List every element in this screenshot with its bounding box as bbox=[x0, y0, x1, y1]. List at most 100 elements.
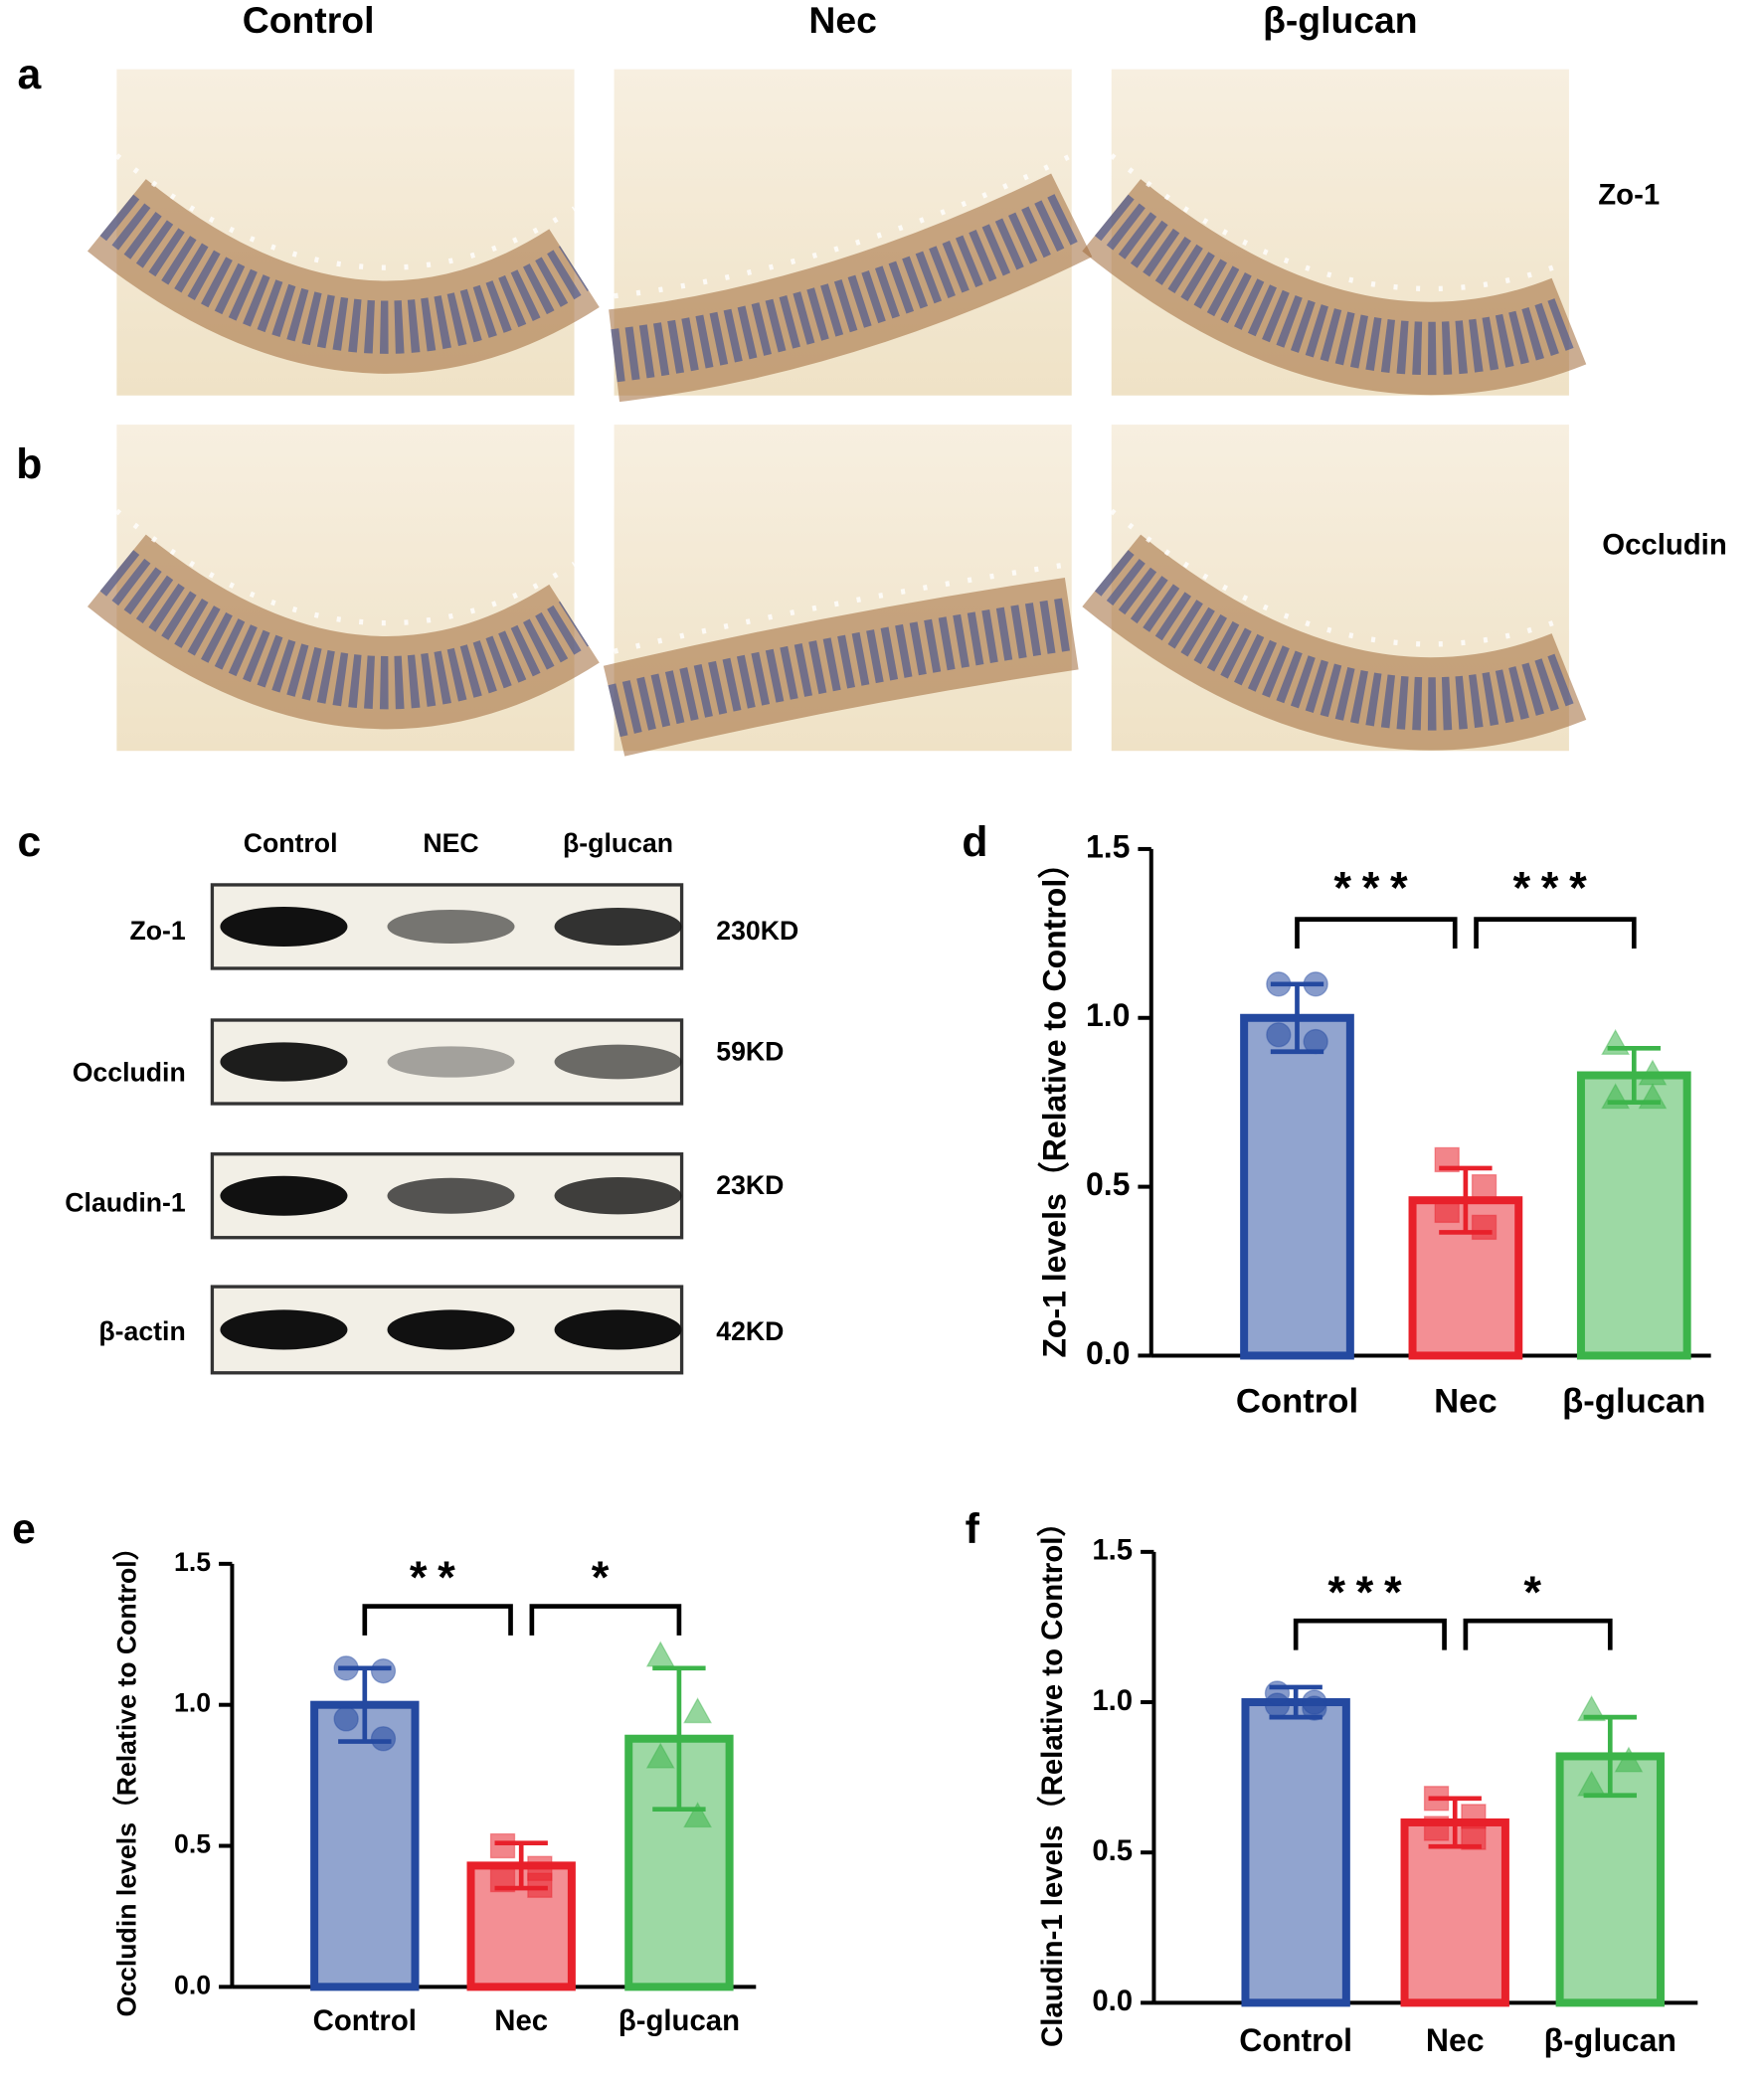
panel-label: b bbox=[16, 440, 42, 488]
significance-bracket bbox=[1293, 1618, 1447, 1650]
data-point bbox=[370, 1726, 397, 1752]
x-tick-label: Nec bbox=[1426, 2022, 1485, 2058]
data-point bbox=[1423, 1786, 1450, 1812]
y-axis-label: Occludin levels（Relative to Control） bbox=[111, 1534, 141, 2017]
bar bbox=[310, 1700, 420, 1991]
data-point bbox=[1601, 1028, 1631, 1055]
data-point bbox=[683, 1802, 713, 1828]
bar bbox=[1241, 1698, 1350, 2007]
row-label: Zo-1 bbox=[1598, 178, 1660, 211]
bar bbox=[1576, 1071, 1691, 1360]
blot-band bbox=[387, 1309, 515, 1350]
significance-bracket bbox=[1474, 917, 1637, 949]
data-point bbox=[1303, 971, 1328, 997]
panel-label: e bbox=[12, 1505, 36, 1553]
data-point bbox=[1461, 1804, 1487, 1829]
data-point bbox=[1471, 1214, 1498, 1241]
y-axis-label: Zo-1 levels（Relative to Control） bbox=[1037, 847, 1073, 1358]
size-label: 42KD bbox=[716, 1316, 784, 1346]
panel-label: a bbox=[17, 51, 41, 98]
data-point bbox=[1264, 1692, 1291, 1718]
data-point bbox=[489, 1866, 516, 1893]
blot-band bbox=[220, 1175, 348, 1216]
data-point bbox=[1461, 1824, 1487, 1850]
blot-band bbox=[220, 1042, 348, 1082]
x-tick-label: β-glucan bbox=[1562, 1383, 1705, 1421]
protein-label: Claudin-1 bbox=[65, 1187, 186, 1217]
data-point bbox=[370, 1657, 397, 1684]
x-tick-label: Nec bbox=[1434, 1383, 1498, 1421]
blot-band bbox=[220, 1309, 348, 1350]
significance-label: *** bbox=[1512, 863, 1597, 914]
blot-band bbox=[220, 906, 348, 947]
column-header: Control bbox=[243, 0, 375, 41]
data-point bbox=[1434, 1197, 1460, 1224]
tissue-nuclei bbox=[1094, 550, 1579, 731]
y-tick-label: 0.5 bbox=[174, 1829, 211, 1859]
y-tick-label: 1.5 bbox=[1092, 1534, 1133, 1567]
significance-label: ** bbox=[410, 1552, 466, 1603]
size-label: 23KD bbox=[716, 1170, 784, 1200]
column-header: Nec bbox=[808, 0, 876, 41]
data-point bbox=[1266, 1022, 1292, 1048]
size-label: 59KD bbox=[716, 1036, 784, 1066]
column-header: β-glucan bbox=[1263, 0, 1418, 41]
y-tick-label: 0.0 bbox=[1086, 1335, 1130, 1371]
data-point bbox=[1302, 1695, 1327, 1721]
tissue-nuclei bbox=[608, 597, 1076, 738]
data-point bbox=[1614, 1746, 1644, 1773]
panel-label: f bbox=[966, 1505, 980, 1553]
significance-bracket bbox=[1463, 1618, 1613, 1650]
lane-label: β-glucan bbox=[563, 828, 673, 858]
data-point bbox=[1423, 1816, 1450, 1841]
x-tick-label: Control bbox=[1239, 2022, 1352, 2058]
blot-band bbox=[387, 909, 515, 944]
significance-label: * bbox=[1523, 1567, 1551, 1618]
blot-band bbox=[554, 1177, 682, 1215]
y-axis-label: Claudin-1 levels（Relative to Control） bbox=[1036, 1507, 1069, 2047]
significance-bracket bbox=[1295, 917, 1458, 949]
blot-band bbox=[554, 1309, 682, 1350]
data-point bbox=[333, 1706, 359, 1732]
lane-label: Control bbox=[244, 828, 338, 858]
data-point bbox=[683, 1697, 713, 1724]
y-tick-label: 0.5 bbox=[1086, 1166, 1130, 1202]
data-point bbox=[527, 1872, 553, 1898]
bar bbox=[1400, 1817, 1509, 2007]
blot-band bbox=[387, 1046, 515, 1078]
y-tick-label: 0.0 bbox=[1092, 1985, 1133, 2017]
lane-label: NEC bbox=[423, 828, 478, 858]
data-point bbox=[489, 1832, 516, 1859]
data-point bbox=[1601, 1083, 1631, 1110]
x-tick-label: Control bbox=[313, 2004, 417, 2037]
tissue-nuclei bbox=[611, 191, 1084, 383]
data-point bbox=[1471, 1173, 1498, 1200]
y-tick-label: 1.0 bbox=[174, 1688, 211, 1718]
data-point bbox=[645, 1742, 675, 1769]
protein-label: Occludin bbox=[73, 1058, 186, 1088]
y-tick-label: 1.5 bbox=[1086, 828, 1130, 864]
y-tick-label: 0.5 bbox=[1092, 1834, 1133, 1867]
significance-bracket bbox=[529, 1604, 682, 1636]
data-point bbox=[1266, 971, 1292, 997]
data-point bbox=[1434, 1146, 1460, 1173]
y-tick-label: 0.0 bbox=[174, 1970, 211, 1999]
x-tick-label: β-glucan bbox=[1544, 2022, 1676, 2058]
significance-label: *** bbox=[1327, 1567, 1412, 1618]
blot-band bbox=[554, 907, 682, 946]
x-tick-label: Control bbox=[1236, 1383, 1358, 1421]
blot-band bbox=[387, 1177, 515, 1214]
villi bbox=[1110, 508, 1570, 647]
x-tick-label: Nec bbox=[494, 2004, 548, 2037]
panel-label: c bbox=[17, 818, 41, 866]
y-tick-label: 1.0 bbox=[1092, 1684, 1133, 1717]
tissue-nuclei bbox=[1094, 194, 1579, 376]
data-point bbox=[1638, 1083, 1668, 1110]
panel-label: d bbox=[962, 818, 987, 866]
y-tick-label: 1.5 bbox=[174, 1547, 211, 1577]
data-point bbox=[1577, 1770, 1607, 1797]
tissue-nuclei bbox=[99, 550, 589, 710]
data-point bbox=[645, 1641, 675, 1667]
